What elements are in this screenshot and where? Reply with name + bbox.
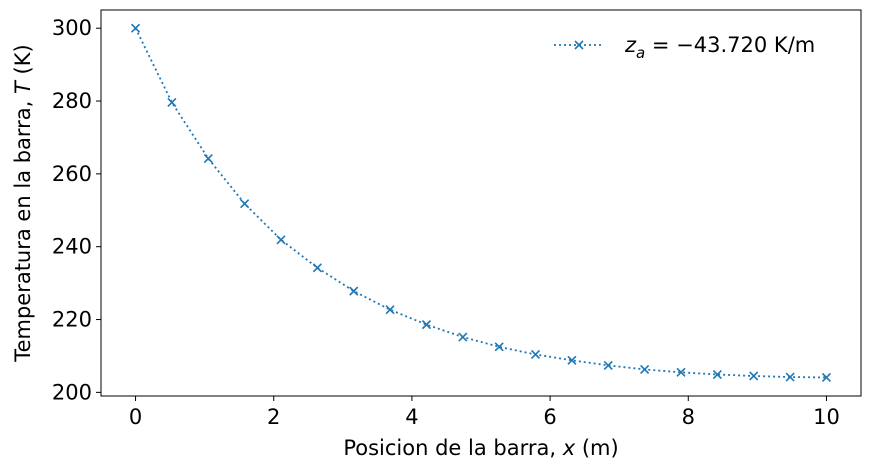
- data-point-marker: [458, 332, 468, 342]
- data-point-marker: [640, 364, 650, 374]
- y-tick-label: 220: [52, 308, 92, 332]
- y-tick-label: 200: [52, 380, 92, 404]
- data-point-marker: [603, 360, 613, 370]
- data-point-marker: [349, 286, 359, 296]
- legend-marker-sample: [574, 40, 584, 50]
- x-tick-label: 0: [129, 405, 142, 429]
- y-axis-label: Temperatura en la barra, T (K): [11, 44, 35, 362]
- data-point-marker: [167, 97, 177, 108]
- x-axis-label: Posicion de la barra, x (m): [343, 436, 618, 460]
- data-point-marker: [421, 320, 432, 330]
- data-point-marker: [567, 355, 577, 365]
- data-point-marker: [749, 371, 759, 381]
- data-point-marker: [385, 305, 395, 315]
- x-axis-ticks: 0 2 4 6 8 10: [129, 396, 840, 429]
- y-tick-label: 300: [52, 16, 92, 40]
- series-layer: [130, 23, 832, 382]
- data-point-marker: [312, 263, 322, 273]
- data-point-marker: [530, 349, 541, 360]
- data-point-marker: [821, 372, 832, 382]
- y-tick-label: 240: [52, 235, 92, 259]
- y-tick-label: 260: [52, 162, 92, 186]
- data-point-marker: [676, 367, 686, 377]
- x-tick-label: 10: [813, 405, 840, 429]
- legend-label: za = −43.720 K/m: [624, 33, 815, 62]
- series-line: [134, 27, 827, 379]
- x-tick-label: 2: [267, 405, 280, 429]
- data-point-marker: [240, 199, 250, 209]
- legend: za = −43.720 K/m: [554, 33, 815, 62]
- data-point-marker: [712, 369, 722, 380]
- plot-frame: [100, 9, 862, 397]
- data-point-marker: [130, 23, 141, 33]
- data-point-marker: [785, 372, 795, 382]
- data-point-marker: [494, 342, 504, 352]
- x-tick-label: 8: [682, 405, 695, 429]
- y-tick-label: 280: [52, 89, 92, 113]
- data-point-marker: [203, 154, 213, 164]
- y-axis-ticks: 200 220 240 260 280 300: [52, 16, 101, 404]
- data-point-marker: [276, 235, 286, 245]
- x-tick-label: 6: [543, 405, 556, 429]
- x-tick-label: 4: [405, 405, 418, 429]
